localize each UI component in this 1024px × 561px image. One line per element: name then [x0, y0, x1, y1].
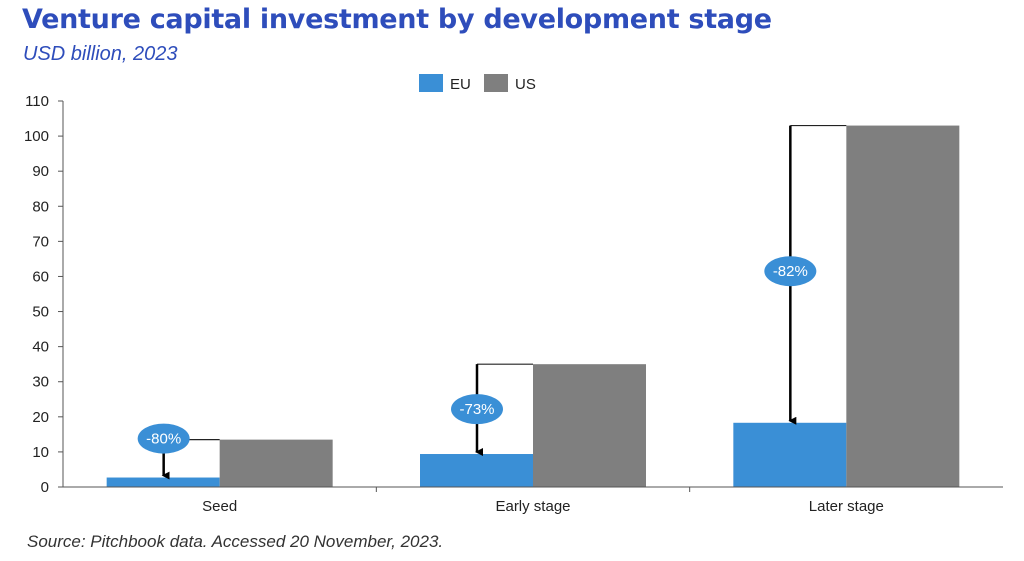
- bar-us-3: [846, 125, 960, 488]
- bar-us-1: [219, 439, 333, 487]
- source-note: Source: Pitchbook data. Accessed 20 Nove…: [27, 532, 444, 551]
- chart-title: Venture capital investment by developmen…: [22, 4, 772, 35]
- bar-us-2: [533, 364, 646, 487]
- legend-swatch-eu: [419, 74, 443, 92]
- legend: EU US: [419, 74, 536, 93]
- gap-badge-label: -73%: [459, 401, 494, 418]
- y-tick-label: 40: [32, 339, 49, 356]
- x-axis: Seed Early stage Later stage: [63, 486, 1003, 515]
- y-tick-label: 20: [32, 409, 49, 426]
- y-tick-label: 110: [25, 93, 49, 110]
- y-tick-label: 100: [24, 128, 49, 145]
- y-tick-label: 50: [32, 304, 49, 321]
- y-tick-label: 60: [32, 268, 49, 285]
- legend-label-us: US: [515, 76, 536, 93]
- bar-eu-3: [733, 422, 847, 487]
- y-tick-label: 90: [32, 163, 49, 180]
- x-tick-label: Seed: [202, 498, 237, 515]
- drop-annotations: -80% -73% -82%: [137, 124, 847, 480]
- y-tick-label: 30: [32, 374, 49, 391]
- gap-badge: [451, 394, 503, 425]
- gap-badge: [764, 256, 817, 287]
- x-tick-label: Early stage: [495, 498, 570, 515]
- y-axis: 0 10 20 30 40 50 60 70 80 90 100 110: [24, 93, 64, 496]
- gap-badge-label: -82%: [773, 263, 808, 280]
- bars: [106, 125, 960, 488]
- x-tick-label: Later stage: [809, 498, 884, 515]
- bar-eu-1: [106, 477, 220, 487]
- y-tick-label: 80: [32, 198, 49, 215]
- y-tick-label: 70: [32, 233, 49, 250]
- legend-label-eu: EU: [450, 76, 471, 93]
- y-tick-label: 0: [41, 479, 49, 496]
- chart-subtitle: USD billion, 2023: [23, 43, 178, 65]
- gap-badge: [137, 423, 190, 454]
- legend-swatch-us: [484, 74, 508, 92]
- gap-badge-label: -80%: [146, 431, 181, 448]
- bar-eu-2: [420, 454, 533, 487]
- y-tick-label: 10: [32, 444, 49, 461]
